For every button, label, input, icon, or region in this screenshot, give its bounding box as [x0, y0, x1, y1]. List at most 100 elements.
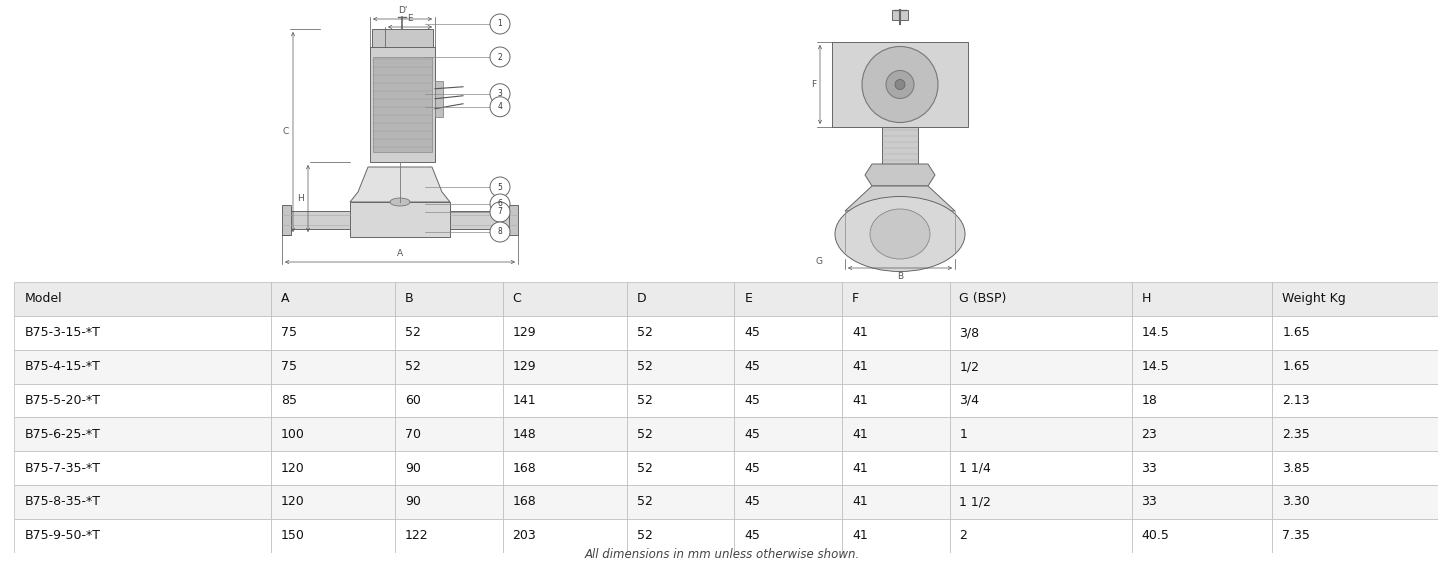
Text: B: B — [405, 292, 413, 306]
Text: B75-9-50-*T: B75-9-50-*T — [25, 529, 100, 543]
Text: 8: 8 — [497, 227, 503, 236]
Text: 1: 1 — [959, 428, 967, 441]
Bar — [14, 316, 272, 350]
Text: 52: 52 — [637, 360, 653, 373]
Bar — [734, 451, 842, 485]
Bar — [350, 202, 449, 237]
Bar — [14, 519, 272, 553]
Text: B75-7-35-*T: B75-7-35-*T — [25, 461, 100, 475]
Text: 14.5: 14.5 — [1142, 326, 1169, 340]
Text: 52: 52 — [637, 428, 653, 441]
Bar — [949, 485, 1131, 519]
Bar — [272, 485, 394, 519]
Bar — [1272, 316, 1438, 350]
Ellipse shape — [390, 198, 410, 206]
Text: All dimensions in mm unless otherwise shown.: All dimensions in mm unless otherwise sh… — [585, 548, 860, 561]
Text: 141: 141 — [513, 394, 536, 407]
Bar — [734, 519, 842, 553]
Text: 41: 41 — [853, 428, 867, 441]
Text: 14.5: 14.5 — [1142, 360, 1169, 373]
Bar — [949, 384, 1131, 417]
Bar — [14, 485, 272, 519]
Text: D': D' — [397, 6, 407, 15]
Text: 2: 2 — [959, 529, 967, 543]
Bar — [832, 42, 968, 127]
Bar — [282, 205, 290, 235]
Text: 1 1/4: 1 1/4 — [959, 461, 991, 475]
Bar — [503, 519, 627, 553]
Bar — [14, 282, 272, 316]
Bar — [503, 384, 627, 417]
Polygon shape — [845, 186, 955, 211]
Text: 203: 203 — [513, 529, 536, 543]
Bar — [435, 81, 444, 117]
Text: B75-4-15-*T: B75-4-15-*T — [25, 360, 100, 373]
Bar — [272, 417, 394, 451]
Text: 23: 23 — [1142, 428, 1157, 441]
Text: 52: 52 — [637, 529, 653, 543]
Bar — [842, 384, 949, 417]
Text: G (BSP): G (BSP) — [959, 292, 1007, 306]
Circle shape — [490, 14, 510, 34]
Bar — [14, 350, 272, 384]
Bar — [627, 350, 734, 384]
Circle shape — [490, 177, 510, 197]
Text: 150: 150 — [280, 529, 305, 543]
Text: 122: 122 — [405, 529, 429, 543]
Text: 120: 120 — [280, 495, 305, 509]
Bar — [949, 417, 1131, 451]
Bar — [272, 282, 394, 316]
Bar — [1272, 417, 1438, 451]
Text: 5: 5 — [497, 183, 503, 192]
Text: 120: 120 — [280, 461, 305, 475]
Bar — [627, 485, 734, 519]
Text: 60: 60 — [405, 394, 420, 407]
Bar — [394, 384, 503, 417]
Bar — [272, 316, 394, 350]
Circle shape — [894, 80, 905, 90]
Bar — [394, 350, 503, 384]
Bar — [370, 47, 435, 162]
Circle shape — [490, 202, 510, 222]
Text: Model: Model — [25, 292, 62, 306]
Bar — [949, 282, 1131, 316]
Text: 90: 90 — [405, 495, 420, 509]
Text: 1/2: 1/2 — [959, 360, 980, 373]
Text: 70: 70 — [405, 428, 420, 441]
Text: 40.5: 40.5 — [1142, 529, 1169, 543]
Text: B75-6-25-*T: B75-6-25-*T — [25, 428, 100, 441]
Text: B75-5-20-*T: B75-5-20-*T — [25, 394, 100, 407]
Text: 100: 100 — [280, 428, 305, 441]
Text: 41: 41 — [853, 360, 867, 373]
Bar — [14, 451, 272, 485]
Text: 85: 85 — [280, 394, 296, 407]
Text: C: C — [513, 292, 522, 306]
Bar — [734, 485, 842, 519]
Polygon shape — [350, 167, 449, 202]
Bar — [272, 350, 394, 384]
Bar — [949, 316, 1131, 350]
Text: 52: 52 — [405, 326, 420, 340]
Bar — [734, 417, 842, 451]
Bar — [14, 384, 272, 417]
Bar — [627, 451, 734, 485]
Circle shape — [490, 194, 510, 214]
Bar — [503, 451, 627, 485]
Text: B: B — [897, 272, 903, 281]
Bar — [290, 211, 350, 229]
Text: F: F — [811, 80, 816, 89]
Text: B75-3-15-*T: B75-3-15-*T — [25, 326, 100, 340]
Circle shape — [490, 97, 510, 117]
Text: H: H — [298, 194, 303, 203]
Text: 1.65: 1.65 — [1282, 326, 1311, 340]
Text: 90: 90 — [405, 461, 420, 475]
Bar — [842, 282, 949, 316]
Bar — [1131, 417, 1272, 451]
Bar — [272, 519, 394, 553]
Circle shape — [863, 46, 938, 122]
Bar — [394, 282, 503, 316]
Bar — [1272, 519, 1438, 553]
Text: 75: 75 — [280, 360, 296, 373]
Text: 2.13: 2.13 — [1282, 394, 1309, 407]
Text: 33: 33 — [1142, 461, 1157, 475]
